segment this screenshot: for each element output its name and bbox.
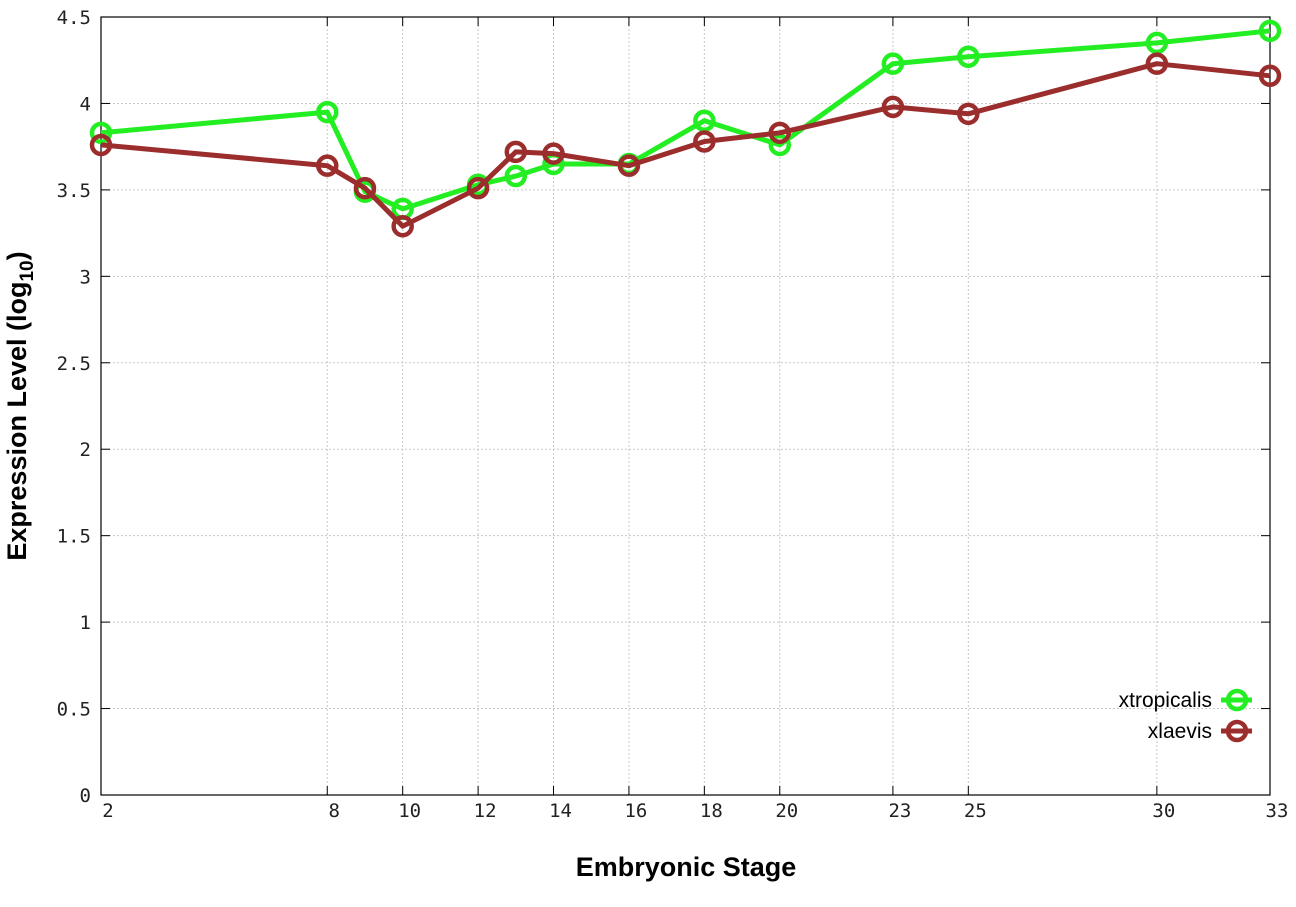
y-tick-label: 3.5 <box>57 180 91 202</box>
data-point-xtropicalis <box>881 52 905 75</box>
data-point-xlaevis <box>693 130 716 153</box>
data-point-xtropicalis <box>504 164 528 188</box>
y-tick-label: 2.5 <box>57 353 91 375</box>
legend-marker-xtropicalis <box>1225 688 1249 712</box>
data-point-xtropicalis <box>768 133 792 157</box>
data-point-xlaevis <box>466 176 490 200</box>
x-axis-title: Embryonic Stage <box>576 852 797 882</box>
y-tick-label: 2 <box>80 439 91 461</box>
y-axis-title-main: Expression Level (log <box>2 282 32 561</box>
y-tick-label: 4.5 <box>57 7 91 29</box>
x-tick-label: 18 <box>700 800 723 822</box>
data-point-xtropicalis <box>89 121 113 145</box>
series-lines <box>89 19 1282 238</box>
y-tick-label: 0.5 <box>57 699 91 721</box>
data-point-xlaevis <box>316 154 339 177</box>
x-tick-label: 10 <box>398 800 421 822</box>
x-tick-label: 12 <box>474 800 497 822</box>
y-axis-title-close: ) <box>2 251 32 260</box>
data-point-xlaevis <box>1258 64 1282 88</box>
axis-ticks: 0 0.5 1 1.5 2 2.5 3 3.5 4 4.5 2 8 10 12 14 16 18 20 23 25 30… <box>57 7 1289 822</box>
data-point-xlaevis <box>768 121 792 145</box>
legend: xtropicalis xlaevis <box>1119 688 1252 743</box>
data-point-xlaevis <box>89 133 113 157</box>
x-tick-label: 8 <box>329 800 340 822</box>
data-point-xtropicalis <box>693 109 716 132</box>
data-point-xtropicalis <box>316 100 339 124</box>
data-point-xlaevis <box>1145 52 1169 75</box>
data-point-xtropicalis <box>1258 19 1282 43</box>
y-axis-title-subscript: 10 <box>17 260 38 281</box>
y-tick-label: 0 <box>80 785 91 807</box>
plot-area-border <box>100 16 1271 796</box>
data-point-xlaevis <box>504 140 528 164</box>
data-point-xlaevis <box>617 154 641 177</box>
y-axis-title: Expression Level (log10) <box>2 251 38 560</box>
x-tick-label: 23 <box>888 800 911 822</box>
grid <box>101 17 1270 795</box>
data-point-xtropicalis <box>1145 31 1169 55</box>
y-tick-label: 1 <box>80 612 91 634</box>
data-point-xlaevis <box>881 95 905 119</box>
data-point-xlaevis <box>353 176 377 200</box>
series-line-xtropicalis <box>100 28 1271 212</box>
x-tick-label: 33 <box>1266 800 1289 822</box>
data-point-xlaevis <box>957 102 980 126</box>
x-tick-label: 14 <box>549 800 572 822</box>
x-tick-label: 16 <box>624 800 647 822</box>
series-line-xlaevis <box>100 61 1271 229</box>
legend-label-xtropicalis: xtropicalis <box>1119 689 1212 712</box>
y-tick-label: 3 <box>80 266 91 288</box>
y-tick-label: 1.5 <box>57 526 91 548</box>
legend-marker-xlaevis <box>1225 719 1249 743</box>
data-point-xtropicalis <box>957 45 980 69</box>
x-tick-label: 2 <box>102 800 113 822</box>
y-tick-label: 4 <box>80 93 91 115</box>
x-tick-label: 25 <box>964 800 987 822</box>
x-tick-label: 20 <box>775 800 798 822</box>
legend-label-xlaevis: xlaevis <box>1148 720 1212 743</box>
x-tick-label: 30 <box>1152 800 1175 822</box>
data-point-xlaevis <box>542 142 565 165</box>
data-point-xlaevis <box>391 214 414 238</box>
